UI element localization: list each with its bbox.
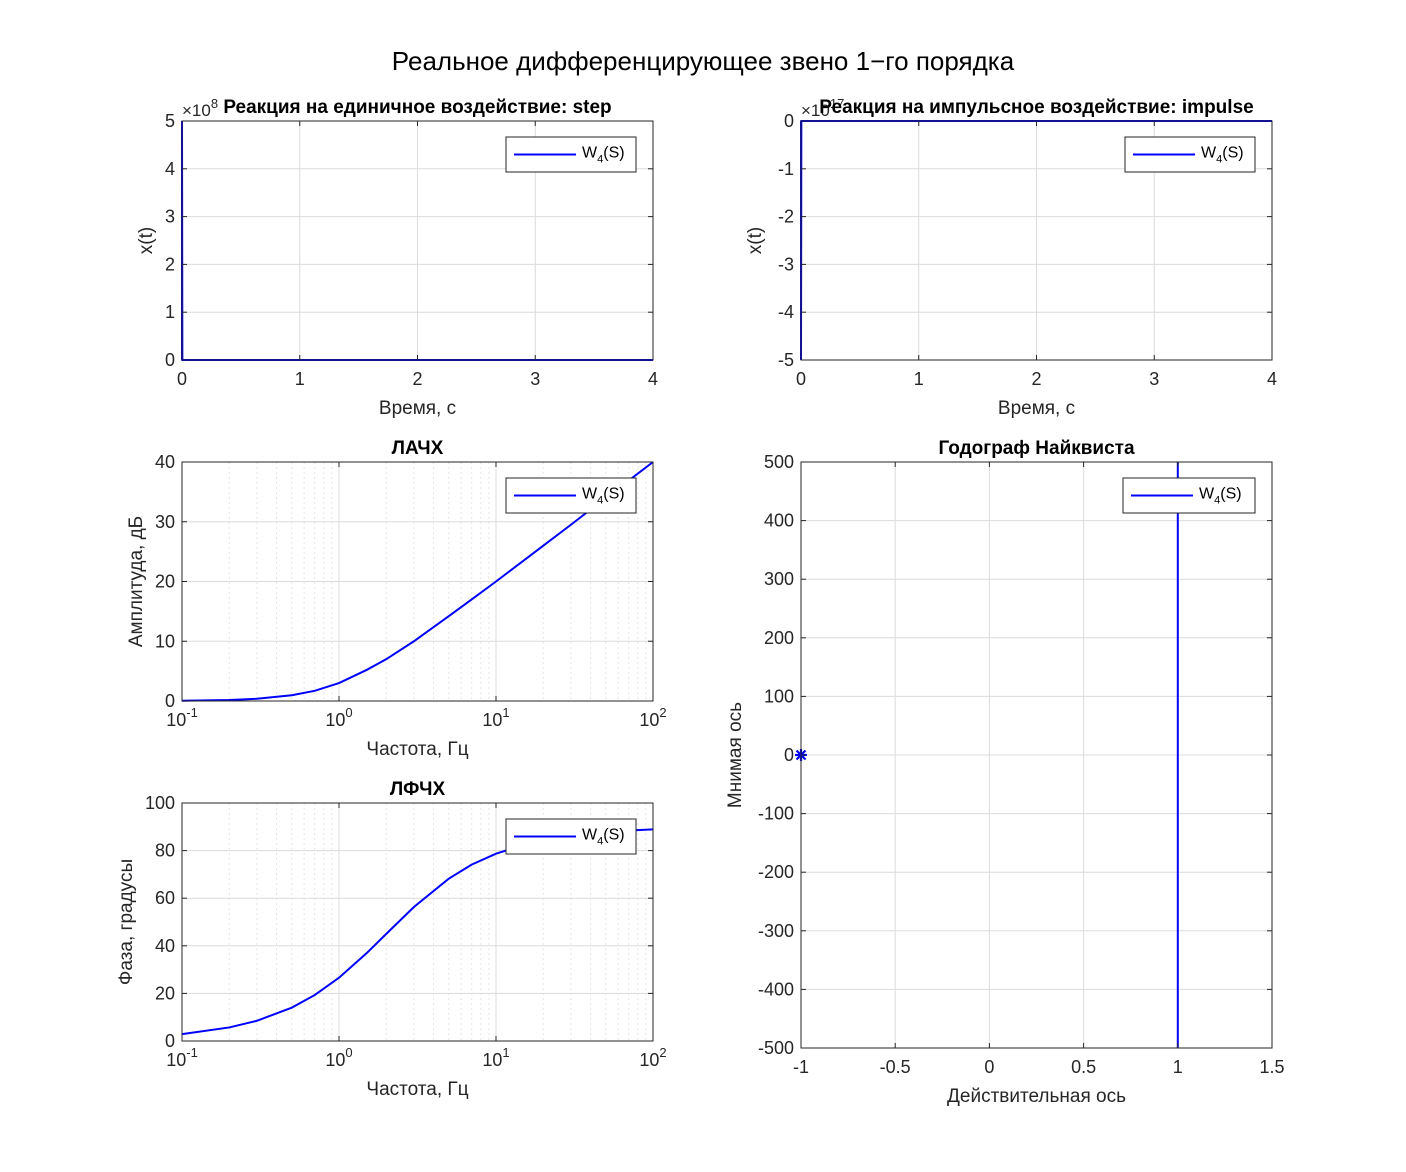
y-tick-label: -1 [778, 159, 794, 179]
x-tick-label: 1 [295, 369, 305, 389]
y-tick-label: -4 [778, 302, 794, 322]
y-axis-label: Амплитуда, дБ [126, 516, 147, 647]
x-tick-label: 101 [482, 705, 509, 730]
y-tick-label: 500 [764, 452, 794, 472]
figure-suptitle: Реальное дифференцирующее звено 1−го пор… [392, 46, 1015, 76]
chart-title: ЛАЧХ [392, 438, 444, 459]
y-tick-label: -400 [758, 979, 794, 999]
y-tick-label: 0 [784, 111, 794, 131]
y-tick-label: 30 [155, 512, 175, 532]
x-axis-label: Время, с [998, 398, 1075, 419]
x-tick-label: 0 [796, 369, 806, 389]
y-tick-label: 100 [145, 793, 175, 813]
legend: W4(S) [505, 477, 637, 514]
x-tick-label: 100 [325, 1045, 352, 1070]
x-tick-label: 2 [412, 369, 422, 389]
y-axis-label: x(t) [745, 227, 766, 254]
legend-entry-label: W4(S) [1199, 486, 1242, 507]
series-line [181, 461, 654, 702]
x-tick-label: -0.5 [880, 1057, 911, 1077]
y-axis-label: x(t) [136, 227, 157, 254]
x-tick-label: 10-1 [166, 1045, 198, 1070]
legend: W4(S) [505, 818, 637, 855]
y-tick-label: -300 [758, 921, 794, 941]
x-tick-label: 102 [639, 1045, 666, 1070]
x-tick-label: 0.5 [1071, 1057, 1096, 1077]
axes-box [181, 802, 654, 1042]
x-tick-label: 3 [1149, 369, 1159, 389]
y-exponent-label: ×108 [182, 96, 218, 120]
y-tick-label: 100 [764, 686, 794, 706]
y-exponent-label: ×1017 [801, 96, 844, 120]
legend-entry-label: W4(S) [1201, 145, 1244, 166]
y-tick-label: 40 [155, 452, 175, 472]
x-tick-label: 1.5 [1259, 1057, 1284, 1077]
chart-lfchx: 10-1 100 101 102 0 20 40 60 80 100 ЛФЧХ Частота, Гц… [116, 779, 667, 1100]
x-tick-label: 0 [177, 369, 187, 389]
y-tick-label: 80 [155, 841, 175, 861]
y-tick-label: 1 [165, 302, 175, 322]
legend: W4(S) [1124, 136, 1256, 173]
x-axis-label: Время, с [379, 398, 456, 419]
y-tick-label: 10 [155, 631, 175, 651]
x-tick-label: -1 [793, 1057, 809, 1077]
y-tick-label: 3 [165, 207, 175, 227]
x-tick-label: 0 [984, 1057, 994, 1077]
x-tick-label: 4 [1267, 369, 1277, 389]
x-tick-label: 4 [648, 369, 658, 389]
legend: W4(S) [505, 136, 637, 173]
y-tick-label: 0 [165, 1031, 175, 1051]
x-axis-label: Частота, Гц [366, 739, 468, 760]
y-tick-label: 200 [764, 628, 794, 648]
y-tick-label: 4 [165, 159, 175, 179]
legend: W4(S) [1122, 477, 1256, 514]
chart-nyquist: -1 -0.5 0 0.5 1 1.5 -500 -400 -300 -200 -100 0 100 20… [725, 438, 1285, 1107]
x-tick-label: 100 [325, 705, 352, 730]
y-tick-label: 0 [165, 691, 175, 711]
chart-title: Реакция на импульсное воздействие: impul… [819, 97, 1253, 118]
y-tick-label: 300 [764, 569, 794, 589]
y-tick-label: -3 [778, 254, 794, 274]
y-tick-label: -500 [758, 1038, 794, 1058]
chart-title: Реакция на единичное воздействие: step [223, 97, 611, 118]
y-tick-label: -200 [758, 862, 794, 882]
x-tick-label: 3 [530, 369, 540, 389]
legend-entry-label: W4(S) [582, 486, 625, 507]
y-tick-label: 2 [165, 254, 175, 274]
x-tick-label: 2 [1031, 369, 1041, 389]
y-tick-label: 400 [764, 511, 794, 531]
y-tick-label: 60 [155, 888, 175, 908]
chart-title: Годограф Найквиста [938, 438, 1135, 459]
chart-step: 0 1 2 3 4 0 1 2 3 4 5 ×108 Реакция на единичное возд… [136, 96, 658, 419]
y-tick-label: 0 [784, 745, 794, 765]
y-tick-label: 20 [155, 983, 175, 1003]
x-tick-label: 1 [914, 369, 924, 389]
legend-entry-label: W4(S) [582, 827, 625, 848]
x-axis-label: Действительная ось [947, 1086, 1126, 1107]
y-axis-label: Мнимая ось [725, 702, 746, 808]
y-tick-label: 5 [165, 111, 175, 131]
legend-entry-label: W4(S) [582, 145, 625, 166]
y-tick-label: 0 [165, 350, 175, 370]
y-axis-label: Фаза, градусы [116, 859, 137, 985]
y-tick-label: 40 [155, 936, 175, 956]
y-tick-label: -5 [778, 350, 794, 370]
y-tick-label: 20 [155, 572, 175, 592]
x-tick-label: 101 [482, 1045, 509, 1070]
x-axis-label: Частота, Гц [366, 1079, 468, 1100]
x-tick-label: 10-1 [166, 705, 198, 730]
x-tick-label: 102 [639, 705, 666, 730]
chart-title: ЛФЧХ [390, 779, 446, 800]
y-tick-label: -2 [778, 207, 794, 227]
x-tick-label: 1 [1173, 1057, 1183, 1077]
y-tick-label: -100 [758, 804, 794, 824]
